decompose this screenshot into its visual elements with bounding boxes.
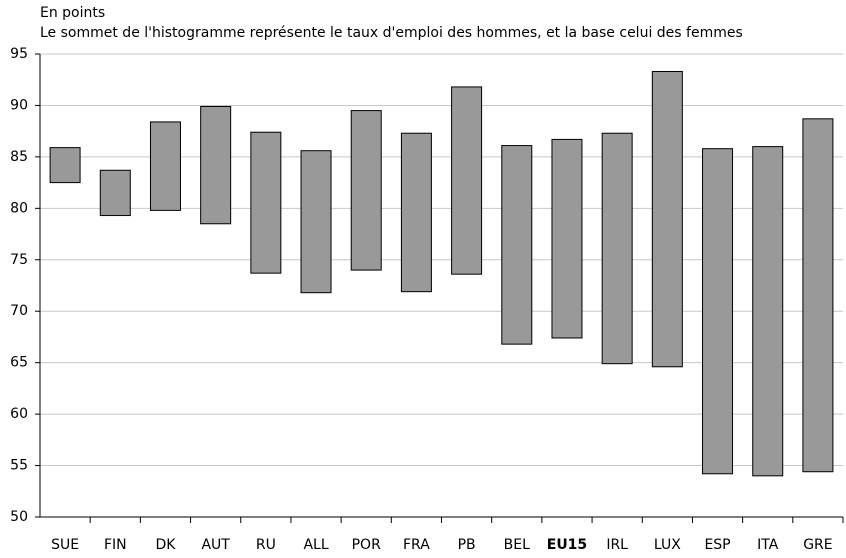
x-tick-label: FRA — [403, 537, 430, 553]
bar — [99, 169, 131, 217]
bar — [200, 105, 232, 225]
x-tick-label: PB — [458, 537, 476, 553]
bar — [149, 121, 181, 211]
bar — [702, 148, 734, 475]
bar — [451, 86, 483, 275]
y-tick-label: 90 — [10, 97, 28, 113]
y-tick-label: 80 — [10, 200, 28, 216]
y-tick-label: 85 — [10, 149, 28, 165]
y-tick-label: 60 — [10, 406, 28, 422]
y-tick-label: 55 — [10, 458, 28, 474]
x-tick-label: POR — [352, 537, 381, 553]
x-tick-label: ITA — [757, 537, 779, 553]
x-tick-label: LUX — [654, 537, 681, 553]
bar — [501, 145, 533, 345]
x-tick-label: AUT — [201, 537, 230, 553]
y-tick-label: 50 — [10, 509, 28, 525]
bar — [350, 110, 382, 271]
x-tick-label: IRL — [606, 537, 628, 553]
bar — [752, 146, 784, 477]
bar — [802, 118, 834, 473]
x-tick-label: FIN — [104, 537, 127, 553]
x-tick-label: DK — [155, 537, 176, 553]
x-tick-label: GRE — [803, 537, 832, 553]
x-tick-label: ESP — [704, 537, 730, 553]
y-tick-label: 70 — [10, 303, 28, 319]
chart-title: En points — [40, 5, 105, 21]
chart-subtitle: Le sommet de l'histogramme représente le… — [40, 25, 743, 41]
bar — [651, 70, 683, 368]
y-tick-label: 65 — [10, 355, 28, 371]
bar — [49, 147, 81, 184]
bar — [400, 132, 432, 293]
bar — [601, 132, 633, 365]
x-tick-label: RU — [256, 537, 276, 553]
x-tick-label: ALL — [303, 537, 328, 553]
x-tick-label: SUE — [51, 537, 79, 553]
bar — [250, 131, 282, 274]
y-tick-label: 95 — [10, 46, 28, 62]
bar — [551, 138, 583, 339]
x-tick-label: EU15 — [547, 537, 587, 553]
x-tick-label: BEL — [504, 537, 530, 553]
bar — [300, 150, 332, 294]
y-tick-label: 75 — [10, 252, 28, 268]
